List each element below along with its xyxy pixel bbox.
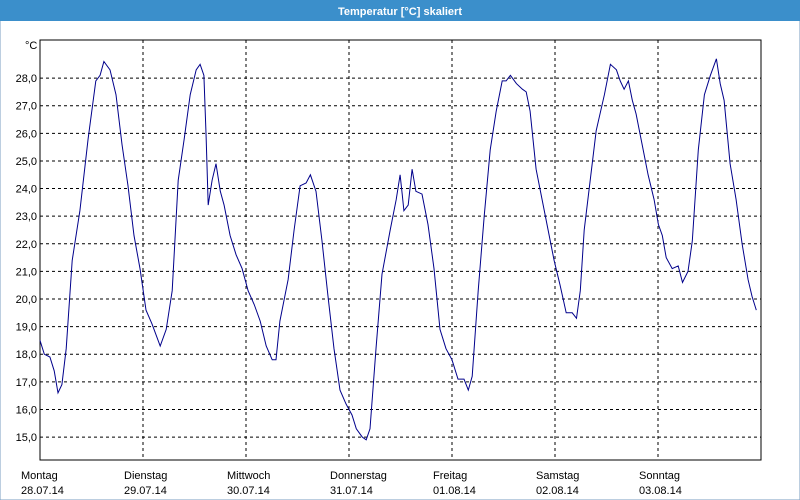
chart-title: Temperatur [°C] skaliert (338, 6, 462, 18)
y-tick-label: 17,0 (16, 377, 37, 389)
x-tick-label: Mittwoch (227, 470, 270, 482)
y-tick-label: 25,0 (16, 156, 37, 168)
y-tick-label: 26,0 (16, 128, 37, 140)
x-tick-label: Freitag (433, 470, 467, 482)
y-tick-label: 21,0 (16, 266, 37, 278)
y-tick-label: 27,0 (16, 101, 37, 113)
x-tick-date: 29.07.14 (124, 485, 167, 497)
y-tick-label: 24,0 (16, 184, 37, 196)
y-tick-label: 19,0 (16, 322, 37, 334)
temperature-line (39, 58, 757, 441)
x-tick-label: Montag (21, 470, 58, 482)
y-tick-label: 16,0 (16, 404, 37, 416)
y-tick-label: 20,0 (16, 294, 37, 306)
x-tick-date: 31.07.14 (330, 485, 373, 497)
x-tick-date: 03.08.14 (639, 485, 682, 497)
y-tick-label: 22,0 (16, 239, 37, 251)
x-tick-label: Dienstag (124, 470, 167, 482)
x-tick-date: 01.08.14 (433, 485, 476, 497)
y-tick-label: 15,0 (16, 432, 37, 444)
y-unit: °C (25, 40, 37, 52)
x-tick-date: 30.07.14 (227, 485, 270, 497)
x-tick-label: Donnerstag (330, 470, 387, 482)
x-tick-label: Samstag (536, 470, 579, 482)
y-tick-label: 18,0 (16, 349, 37, 361)
x-tick-label: Sonntag (639, 470, 680, 482)
y-tick-label: 23,0 (16, 211, 37, 223)
x-tick-date: 02.08.14 (536, 485, 579, 497)
x-tick-date: 28.07.14 (21, 485, 64, 497)
y-tick-label: 28,0 (16, 73, 37, 85)
title-bar (0, 0, 800, 21)
